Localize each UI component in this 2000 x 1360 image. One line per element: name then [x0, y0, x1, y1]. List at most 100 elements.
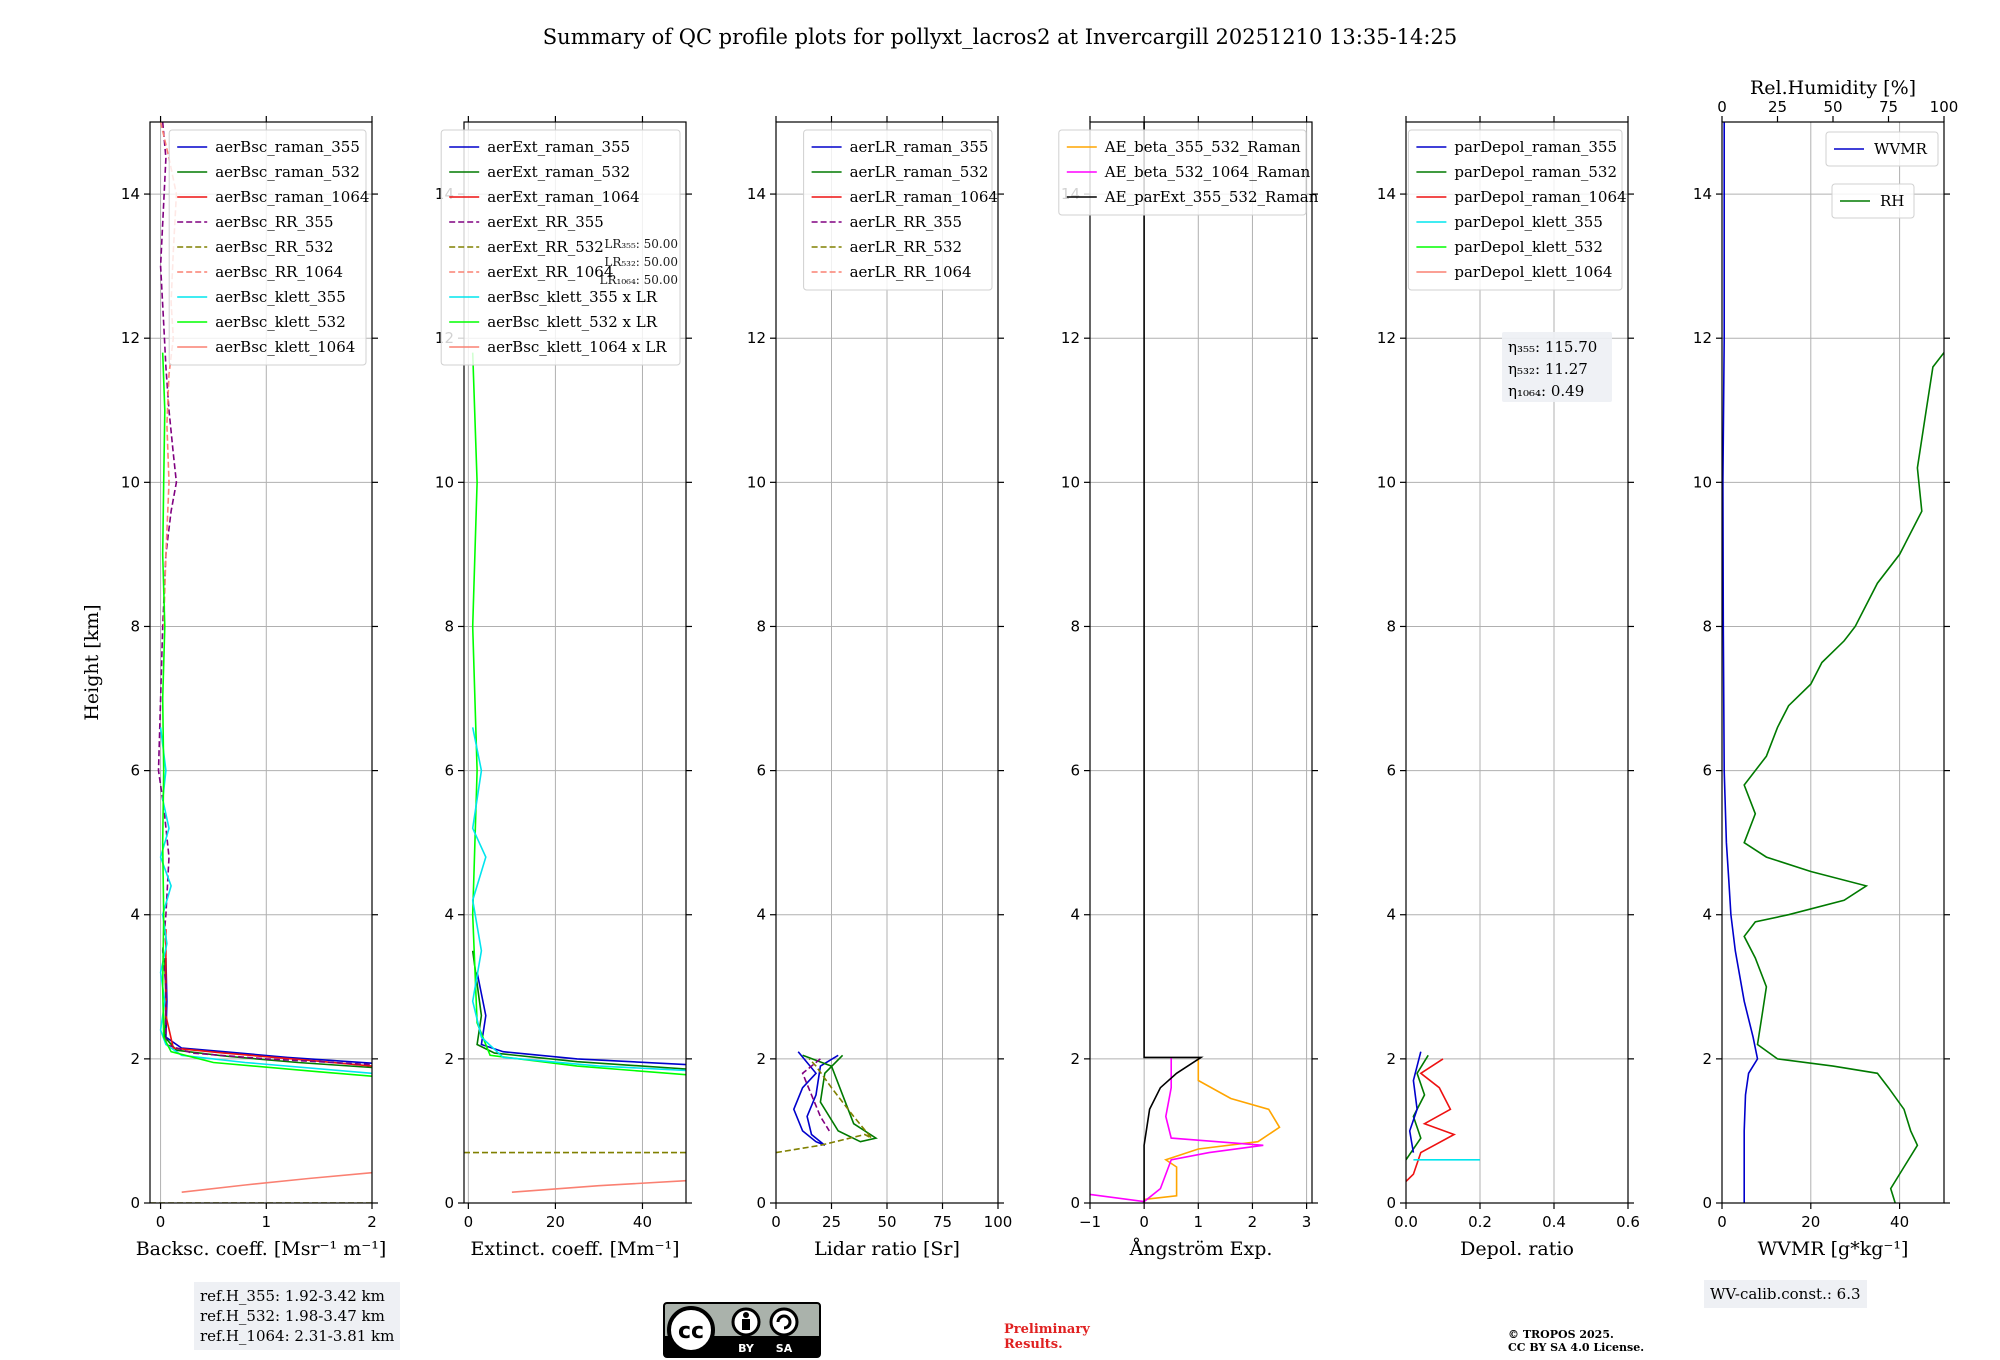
- ytick-label-bsc-4: 8: [130, 617, 140, 635]
- series-lr-3: [801, 1058, 830, 1132]
- copyright-note: © TROPOS 2025. CC BY SA 4.0 License.: [1508, 1328, 1644, 1354]
- cc-label: cc: [678, 1319, 704, 1344]
- ytick-label-bsc-3: 6: [130, 762, 140, 780]
- series-depol-2: [1408, 1051, 1422, 1153]
- top-axis-label-wv: Rel.Humidity [%]: [1750, 77, 1916, 99]
- legend-label-depol-2: parDepol_raman_1064: [1454, 188, 1626, 206]
- xlabel-bsc: Backsc. coeff. [Msr⁻¹ m⁻¹]: [136, 1238, 387, 1260]
- ytick-label-ae-0: 0: [1070, 1194, 1080, 1212]
- legend-label-lr-0: aerLR_raman_355: [850, 138, 989, 156]
- ytick-label-lr-3: 6: [756, 762, 766, 780]
- series-depol-1: [1406, 1054, 1429, 1161]
- ytick-label-wv-0: 0: [1702, 1194, 1712, 1212]
- ytick-label-ae-5: 10: [1061, 473, 1080, 491]
- sa-share-icon: [769, 1307, 799, 1337]
- toptick-label-wv-4: 100: [1930, 98, 1959, 116]
- ytick-label-wv-7: 14: [1693, 185, 1712, 203]
- legend-label-bsc-7: aerBsc_klett_532: [215, 313, 346, 331]
- legend-label-bsc-5: aerBsc_RR_1064: [215, 263, 343, 281]
- xtick-label-ae-2: 1: [1194, 1213, 1204, 1231]
- copyright-line-1: © TROPOS 2025.: [1508, 1328, 1614, 1341]
- ytick-label-depol-7: 14: [1377, 185, 1396, 203]
- series-lr-2: [776, 1058, 873, 1154]
- ytick-label-ae-2: 4: [1070, 906, 1080, 924]
- legend-label-ext-3: aerExt_RR_355: [487, 213, 604, 231]
- legend-label-ext-1: aerExt_raman_532: [487, 163, 630, 181]
- legend-box-wv-1: [1831, 183, 1915, 219]
- legend-label-bsc-0: aerBsc_raman_355: [215, 138, 360, 156]
- xtick-label-depol-3: 0.6: [1616, 1213, 1640, 1231]
- annotation-depol-1: η₅₃₂: 11.27: [1508, 360, 1588, 378]
- legend-box-ext: [440, 129, 681, 366]
- legend-label-bsc-1: aerBsc_raman_532: [215, 163, 360, 181]
- series-bsc-0: [165, 957, 372, 1064]
- ylabel-bsc: Height [km]: [81, 604, 103, 720]
- legend-label-depol-1: parDepol_raman_532: [1454, 163, 1617, 181]
- legend-box-depol: [1407, 129, 1623, 291]
- by-person-body-icon: [742, 1319, 750, 1330]
- legend-box-wv-0: [1825, 131, 1939, 167]
- preliminary-note: Preliminary Results.: [1004, 1322, 1090, 1352]
- axes-frame-ae: [1089, 121, 1313, 1204]
- axes-frame-depol: [1405, 121, 1629, 1204]
- series-group-ext: [464, 352, 686, 1193]
- axes-frame-ext: [463, 121, 687, 1204]
- preliminary-line-2: Results.: [1004, 1337, 1063, 1352]
- ytick-label-ext-1: 2: [444, 1050, 454, 1068]
- by-person-head-icon: [743, 1312, 749, 1318]
- series-ext-4: [511, 1179, 686, 1193]
- legend-label-ext-8: aerBsc_klett_1064 x LR: [487, 338, 667, 356]
- legend-label-depol-5: parDepol_klett_1064: [1454, 263, 1612, 281]
- ytick-label-lr-1: 2: [756, 1050, 766, 1068]
- legend-label-bsc-8: aerBsc_klett_1064: [215, 338, 355, 356]
- ytick-label-ext-5: 10: [435, 473, 454, 491]
- ytick-label-ext-0: 0: [444, 1194, 454, 1212]
- axes-frame-bsc: [149, 121, 373, 1204]
- ytick-label-bsc-0: 0: [130, 1194, 140, 1212]
- ytick-label-bsc-5: 10: [121, 473, 140, 491]
- toptick-label-wv-0: 0: [1717, 98, 1727, 116]
- ytick-label-ae-3: 6: [1070, 762, 1080, 780]
- legend-box-ae: [1058, 129, 1307, 216]
- legend-label-bsc-3: aerBsc_RR_355: [215, 213, 333, 231]
- series-group-depol: [1406, 1051, 1480, 1182]
- xtick-label-wv-0: 0: [1717, 1213, 1727, 1231]
- legend-box-bsc: [168, 129, 367, 366]
- xtick-label-lr-1: 25: [822, 1213, 841, 1231]
- series-bsc-7: [161, 352, 372, 1077]
- series-lr-1: [802, 1054, 878, 1143]
- xtick-label-lr-0: 0: [771, 1213, 781, 1231]
- series-ae-1: [1090, 1057, 1264, 1203]
- legend-label-bsc-6: aerBsc_klett_355: [215, 288, 346, 306]
- series-bsc-2: [165, 929, 372, 1067]
- ytick-label-ext-4: 8: [444, 617, 454, 635]
- xtick-label-ae-0: −1: [1079, 1213, 1101, 1231]
- ytick-label-ext-2: 4: [444, 906, 454, 924]
- series-ext-3: [471, 727, 686, 1072]
- legend-label-depol-4: parDepol_klett_532: [1454, 238, 1603, 256]
- xtick-label-bsc-0: 0: [156, 1213, 166, 1231]
- ytick-label-depol-3: 6: [1386, 762, 1396, 780]
- ytick-label-lr-7: 14: [747, 185, 766, 203]
- xtick-label-depol-2: 0.4: [1542, 1213, 1566, 1231]
- ytick-label-ae-6: 12: [1061, 329, 1080, 347]
- panel-wv: 0 2 4 6 8 10 12 14 0 20 40 0 25 50 75 100 Rel.Humidity […: [1693, 77, 1958, 1260]
- xtick-label-depol-1: 0.2: [1468, 1213, 1492, 1231]
- series-wv-0: [1722, 122, 1759, 1203]
- legend-label-ext-7: aerBsc_klett_532 x LR: [487, 313, 658, 331]
- legend-label-ae-1: AE_beta_532_1064_Raman: [1104, 163, 1311, 181]
- annotation-box-depol: [1502, 332, 1612, 402]
- series-ext-2: [471, 352, 686, 1076]
- axes-frame-wv: [1721, 121, 1945, 1204]
- xtick-label-lr-4: 100: [984, 1213, 1013, 1231]
- panel-depol: 0 2 4 6 8 10 12 14 0.0 0.2 0.4 0.6 Depol. ratio parDe…: [1377, 116, 1640, 1260]
- legend-label-lr-1: aerLR_raman_532: [850, 163, 989, 181]
- series-group-wv: [1722, 122, 1944, 1203]
- legend-label-ext-5: aerExt_RR_1064: [487, 263, 613, 281]
- series-bsc-6: [159, 727, 372, 1075]
- ref-height-532: ref.H_532: 1.98-3.47 km: [200, 1307, 385, 1325]
- ytick-label-wv-2: 4: [1702, 906, 1712, 924]
- legend-label-ext-6: aerBsc_klett_355 x LR: [487, 288, 658, 306]
